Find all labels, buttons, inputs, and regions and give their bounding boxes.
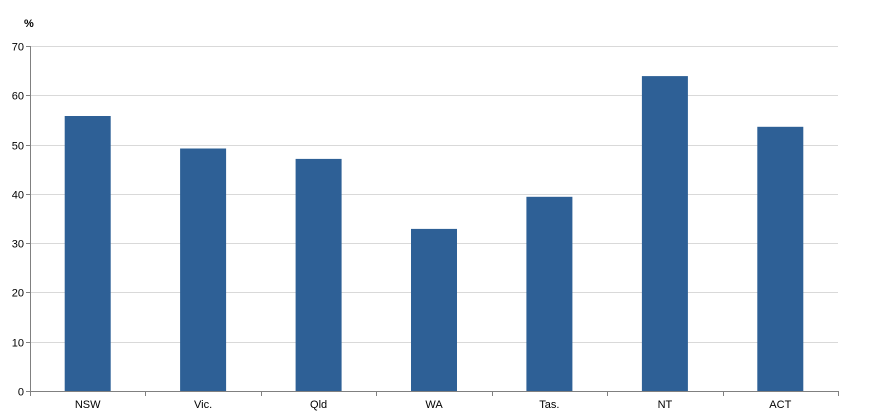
y-tick-label: 40 <box>12 190 24 202</box>
bar-nsw <box>64 116 111 391</box>
x-tick-label: WA <box>425 399 443 411</box>
y-tick-label: 70 <box>12 42 24 54</box>
tick-labels: 0 10 20 30 40 50 60 70 NSW Vic. Qld WA Tas. NT ACT <box>12 42 792 412</box>
bar-wa <box>411 228 457 391</box>
y-tick-label: 10 <box>12 338 24 350</box>
bar-tas <box>526 196 573 391</box>
bar-nt <box>641 76 688 391</box>
bar-act <box>757 126 804 392</box>
y-tick-label: 60 <box>12 91 24 103</box>
axes <box>26 46 839 396</box>
y-axis-unit-label: % <box>24 18 34 30</box>
x-tick-label: Tas. <box>539 399 559 411</box>
x-tick-label: ACT <box>769 399 791 411</box>
x-tick-label: NT <box>658 399 673 411</box>
x-tick-label: Vic. <box>194 399 212 411</box>
x-tick-label: Qld <box>310 399 327 411</box>
x-tick-label: NSW <box>75 399 101 411</box>
bar-qld <box>295 158 342 391</box>
y-tick-label: 30 <box>12 239 24 251</box>
y-tick-label: 50 <box>12 141 24 153</box>
bar-vic <box>180 148 227 391</box>
y-tick-label: 0 <box>18 387 24 399</box>
y-tick-label: 20 <box>12 288 24 300</box>
bars <box>64 76 804 392</box>
